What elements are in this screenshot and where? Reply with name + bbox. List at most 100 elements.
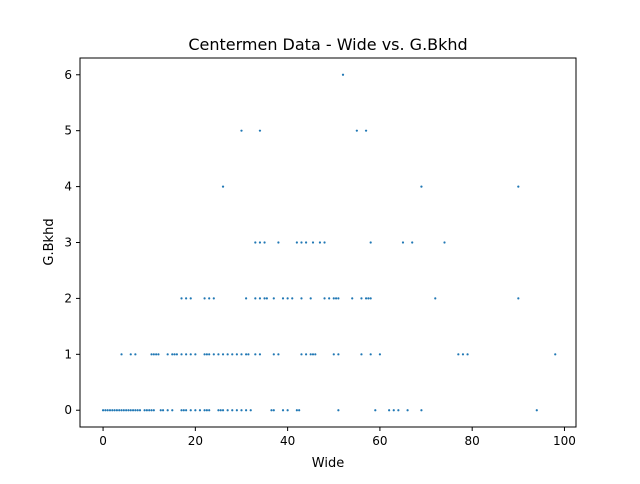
data-point (245, 409, 248, 412)
data-point (226, 353, 229, 356)
data-point (104, 409, 107, 412)
data-point (189, 353, 192, 356)
data-point (249, 409, 252, 412)
data-point (254, 241, 257, 244)
data-point (203, 409, 206, 412)
data-point (185, 409, 188, 412)
data-point (173, 353, 176, 356)
data-point (129, 409, 132, 412)
data-point (180, 353, 183, 356)
data-point (235, 353, 238, 356)
data-point (323, 241, 326, 244)
data-point (217, 353, 220, 356)
data-point (397, 409, 400, 412)
data-point (203, 353, 206, 356)
data-point (263, 297, 266, 300)
data-point (323, 297, 326, 300)
data-point (364, 129, 368, 132)
data-point (115, 409, 119, 412)
data-point (258, 297, 262, 300)
data-point (286, 409, 289, 412)
data-point (127, 409, 130, 412)
data-point (221, 185, 225, 188)
y-tick-label: 6 (64, 68, 72, 82)
data-point (208, 297, 211, 300)
data-point (189, 297, 192, 300)
data-point (535, 409, 538, 412)
data-point (300, 353, 303, 356)
data-point (258, 353, 262, 356)
data-point (138, 409, 142, 412)
data-point (420, 409, 423, 412)
data-point (314, 353, 317, 356)
data-point (180, 409, 183, 412)
x-axis-label: Wide (312, 456, 344, 471)
data-point (332, 297, 335, 300)
data-point (300, 241, 303, 244)
data-point (334, 297, 338, 300)
data-point (129, 353, 132, 356)
data-point (411, 241, 414, 244)
data-point (378, 353, 382, 356)
data-point (360, 297, 363, 300)
data-point (443, 241, 446, 244)
data-point (311, 241, 315, 244)
data-point (120, 353, 123, 356)
data-point (189, 409, 192, 412)
data-point (221, 353, 225, 356)
x-tick-label: 80 (465, 434, 480, 448)
data-point (217, 409, 220, 412)
data-point (554, 353, 557, 356)
x-tick-label: 40 (280, 434, 295, 448)
y-tick-label: 5 (64, 124, 72, 138)
data-point (401, 241, 405, 244)
data-point (367, 297, 370, 300)
data-point (300, 297, 303, 300)
data-point (304, 353, 308, 356)
data-point (101, 409, 105, 412)
data-point (240, 409, 243, 412)
data-point (420, 185, 423, 188)
data-point (337, 297, 340, 300)
data-point (205, 409, 208, 412)
data-point (277, 353, 280, 356)
data-point (309, 297, 312, 300)
y-tick-label: 3 (64, 236, 72, 250)
data-point (171, 353, 174, 356)
data-point (351, 297, 354, 300)
data-point (457, 353, 460, 356)
data-point (434, 297, 437, 300)
data-point (155, 353, 158, 356)
data-point (185, 353, 188, 356)
chart-title: Centermen Data - Wide vs. G.Bkhd (188, 35, 467, 54)
data-point (134, 353, 137, 356)
data-point (240, 353, 243, 356)
data-point (247, 353, 250, 356)
data-point (226, 409, 229, 412)
x-tick-label: 20 (188, 434, 203, 448)
data-point (198, 409, 202, 412)
data-point (161, 409, 165, 412)
data-point (258, 129, 262, 132)
data-point (118, 409, 121, 412)
data-point (369, 297, 372, 300)
data-point (113, 409, 116, 412)
data-point (286, 297, 289, 300)
data-point (221, 409, 225, 412)
data-point (328, 297, 331, 300)
data-point (281, 297, 285, 300)
data-point (374, 409, 377, 412)
data-point (136, 409, 139, 412)
data-point (341, 73, 345, 76)
data-point (298, 409, 301, 412)
data-point (406, 409, 409, 412)
y-tick-label: 2 (64, 291, 72, 305)
data-point (108, 409, 112, 412)
data-point (145, 409, 148, 412)
data-point (166, 353, 169, 356)
x-axis-ticks: 0 20 40 60 80 100 (99, 427, 576, 448)
data-point (143, 409, 146, 412)
